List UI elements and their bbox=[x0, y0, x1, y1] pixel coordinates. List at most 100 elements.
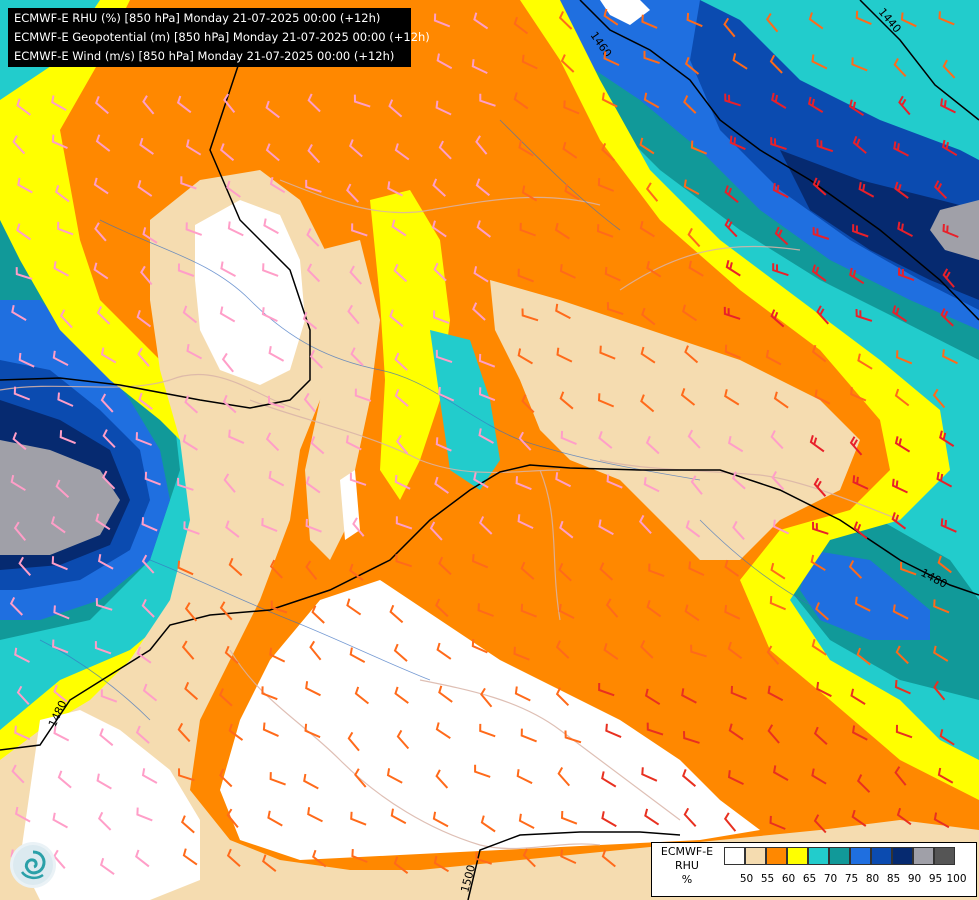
wind-barb bbox=[304, 723, 321, 739]
wind-barb bbox=[932, 388, 946, 409]
wind-barb bbox=[774, 226, 789, 246]
wind-barb bbox=[141, 598, 155, 618]
wind-barb bbox=[102, 429, 116, 448]
wind-barb bbox=[688, 561, 705, 577]
wind-barb bbox=[349, 265, 363, 285]
wind-barb bbox=[898, 95, 911, 116]
wind-barb bbox=[564, 183, 580, 201]
legend-title-model: ECMWF-E bbox=[660, 845, 714, 858]
wind-barb bbox=[639, 137, 655, 155]
wind-barb bbox=[683, 807, 697, 827]
wind-barb bbox=[724, 185, 739, 203]
wind-barb bbox=[558, 603, 575, 619]
wind-barb bbox=[772, 182, 789, 199]
wind-barb bbox=[432, 310, 450, 324]
wind-barb bbox=[560, 54, 575, 73]
wind-barb bbox=[564, 730, 582, 744]
wind-barb bbox=[354, 388, 372, 402]
wind-barb bbox=[16, 223, 32, 241]
wind-barb bbox=[479, 723, 496, 738]
wind-barb bbox=[942, 268, 955, 288]
wind-barb bbox=[690, 140, 708, 155]
wind-barb bbox=[897, 221, 913, 237]
wind-barb bbox=[435, 100, 452, 116]
wind-barb bbox=[354, 686, 370, 705]
legend-tick-label: 80 bbox=[865, 873, 880, 885]
title-line-rhu: ECMWF-E RHU (%) [850 hPa] Monday 21-07-2… bbox=[14, 11, 381, 25]
wind-barb bbox=[436, 642, 452, 660]
rhu-area-50-sw bbox=[20, 710, 200, 900]
wind-barb bbox=[393, 856, 409, 874]
wind-barb bbox=[135, 725, 150, 744]
wind-barb bbox=[811, 264, 827, 282]
wind-barb bbox=[305, 518, 322, 533]
wind-barb bbox=[606, 302, 624, 316]
wind-barb bbox=[219, 768, 233, 788]
wind-barb bbox=[395, 554, 413, 568]
wind-barb bbox=[433, 262, 447, 282]
wind-barb bbox=[643, 50, 660, 65]
wind-barb bbox=[767, 685, 784, 702]
wind-barb bbox=[891, 512, 907, 530]
wind-barb bbox=[394, 143, 410, 161]
rhu-area-55-east bbox=[490, 280, 860, 560]
wind-barb bbox=[267, 810, 283, 827]
wind-barb bbox=[598, 519, 614, 536]
wind-barb bbox=[521, 54, 538, 70]
wind-barb bbox=[895, 724, 913, 739]
wind-barb bbox=[475, 135, 488, 155]
wind-barb bbox=[640, 394, 655, 413]
wind-barb bbox=[349, 139, 363, 158]
wind-barb bbox=[222, 394, 237, 414]
wind-barb bbox=[184, 681, 199, 701]
wind-barb bbox=[724, 344, 741, 359]
rhu-area-95-w bbox=[0, 440, 120, 555]
wind-barb bbox=[182, 848, 198, 866]
wind-barb bbox=[144, 471, 161, 486]
wind-barb bbox=[393, 263, 408, 283]
wind-barb bbox=[59, 309, 73, 329]
wind-barb bbox=[349, 563, 364, 581]
wind-barb bbox=[646, 722, 664, 736]
wind-barb bbox=[690, 475, 703, 495]
wind-barb bbox=[312, 849, 327, 868]
wind-barb bbox=[438, 140, 452, 160]
wind-barb bbox=[227, 221, 244, 237]
wind-barb bbox=[645, 182, 659, 202]
wind-barb bbox=[641, 307, 656, 326]
wind-barb bbox=[770, 430, 784, 450]
wind-barb bbox=[347, 304, 360, 325]
wind-barb bbox=[438, 685, 453, 703]
wind-barb bbox=[350, 811, 367, 826]
wind-barb bbox=[606, 474, 623, 489]
wind-barb bbox=[555, 687, 570, 707]
wind-barb bbox=[53, 605, 70, 620]
wind-barb bbox=[177, 263, 195, 277]
wind-barb bbox=[182, 305, 198, 324]
wind-barb bbox=[942, 223, 959, 238]
legend-swatch bbox=[892, 847, 913, 865]
wind-barb bbox=[306, 263, 321, 283]
wind-barb bbox=[848, 99, 865, 117]
wind-barb bbox=[136, 646, 152, 664]
wind-barb bbox=[95, 96, 109, 115]
wind-barb bbox=[770, 137, 787, 151]
wind-barb bbox=[471, 59, 488, 75]
wind-barb bbox=[478, 516, 493, 535]
wind-barb bbox=[435, 598, 449, 618]
rhu-area-95-ne bbox=[930, 200, 979, 260]
wind-barb bbox=[102, 470, 116, 490]
wind-barb bbox=[12, 135, 26, 155]
wind-barb bbox=[471, 554, 489, 569]
wind-barb bbox=[849, 436, 863, 456]
wind-barb bbox=[18, 556, 32, 576]
wind-barb bbox=[177, 560, 194, 576]
wind-barb bbox=[857, 353, 873, 370]
wind-barb bbox=[894, 680, 911, 695]
wind-barb bbox=[435, 349, 453, 364]
wind-barb bbox=[900, 12, 917, 28]
wind-barb bbox=[521, 185, 538, 202]
wind-barb bbox=[643, 477, 660, 493]
wind-barb bbox=[302, 311, 318, 330]
wind-barb bbox=[850, 387, 867, 402]
